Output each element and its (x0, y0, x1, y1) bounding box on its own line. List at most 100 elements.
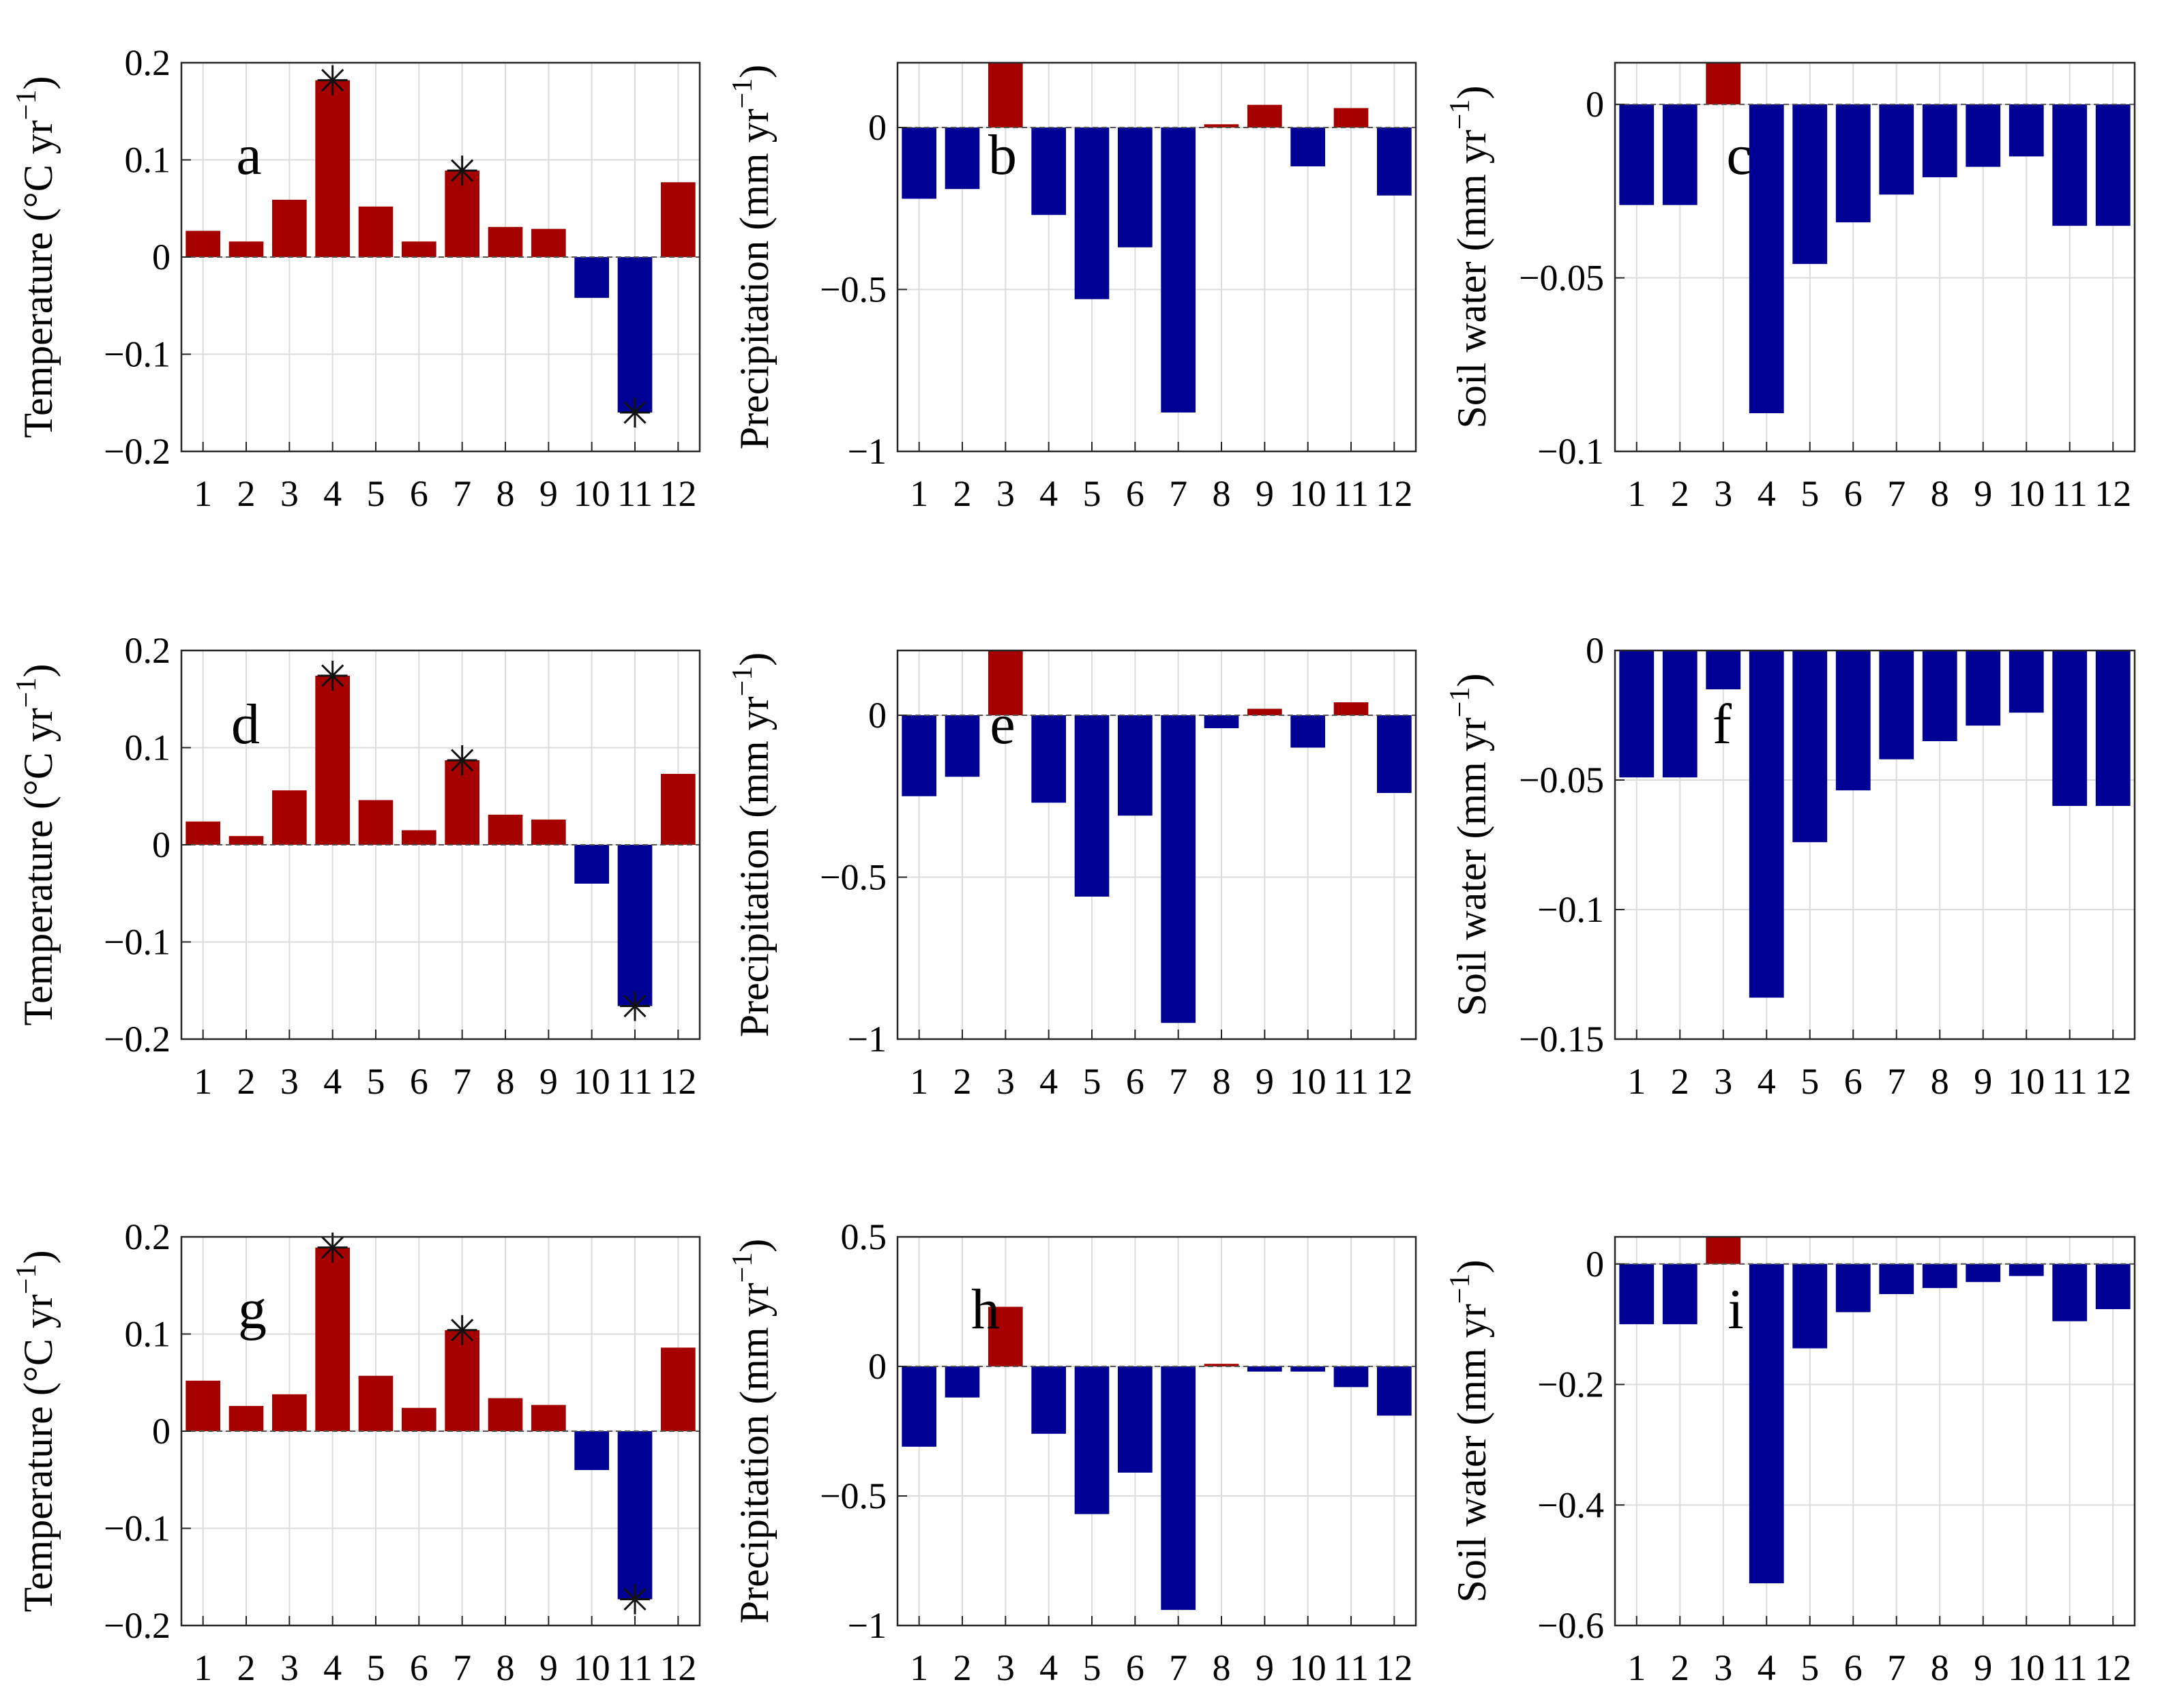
panel-h-ytick-label: −0.5 (820, 1475, 887, 1516)
panel-c-ytick-label: −0.05 (1519, 258, 1604, 299)
panel-b-xtick-label: 8 (1213, 473, 1231, 514)
panel-b-xtick-label: 12 (1376, 473, 1412, 514)
panel-f-ytick-label: 0 (1586, 630, 1604, 671)
panel-f-ylabel: Soil water (mm yr−1) (1444, 674, 1494, 1017)
panel-a-ytick-label: 0.2 (125, 42, 171, 83)
panel-a-xtick-label: 5 (367, 473, 385, 514)
panel-i-xtick-label: 6 (1844, 1647, 1863, 1688)
panel-c-ytick-label: 0 (1586, 84, 1604, 125)
panel-e-bar-month-9 (1247, 708, 1282, 715)
panel-b-bar-month-11 (1333, 108, 1369, 128)
panel-h-xtick-label: 2 (953, 1647, 972, 1688)
panel-c-letter: c (1726, 123, 1751, 187)
panel-i-bar-month-4 (1749, 1263, 1784, 1584)
panel-i-xtick-label: 1 (1627, 1647, 1646, 1688)
panel-g-bar-month-7 (445, 1330, 479, 1431)
panel-c-bar-month-7 (1879, 104, 1914, 195)
panel-i-bar-month-2 (1662, 1263, 1698, 1325)
panel-f-bar-month-1 (1619, 650, 1655, 778)
panel-g-ytick-label: 0.2 (125, 1216, 171, 1257)
panel-e-xtick-label: 1 (910, 1061, 928, 1102)
panel-b-bar-month-4 (1031, 128, 1066, 215)
panel-i-plot-area (1615, 1237, 2135, 1625)
panel-d-xtick-label: 7 (453, 1061, 471, 1102)
panel-h-bar-month-12 (1377, 1366, 1412, 1416)
panel-a-xtick-label: 7 (453, 473, 471, 514)
panel-h-bar-month-5 (1074, 1366, 1110, 1514)
panel-f-ytick-label: −0.05 (1519, 760, 1604, 800)
panel-b-bar-month-9 (1247, 104, 1282, 128)
panel-a-bar-month-2 (228, 241, 264, 257)
panel-f-xtick-label: 1 (1627, 1061, 1646, 1102)
panel-d-significance-marker-11 (620, 991, 650, 1021)
panel-c-plot-area (1615, 63, 2135, 451)
panel-g-bar-month-2 (228, 1405, 264, 1431)
panel-f-xtick-label: 3 (1714, 1061, 1732, 1102)
panel-i-bar-month-3 (1706, 1237, 1741, 1264)
panel-c-xtick-label: 11 (2052, 473, 2088, 514)
panel-f-bar-month-4 (1749, 650, 1784, 998)
panel-f-bar-month-8 (1922, 650, 1957, 741)
panel-d-ytick-label: 0.1 (125, 728, 171, 768)
panel-b-bar-month-5 (1074, 128, 1110, 299)
panel-e-ytick-label: 0 (868, 695, 887, 736)
panel-f-xtick-label: 10 (2008, 1061, 2045, 1102)
panel-h-bar-month-9 (1247, 1366, 1282, 1372)
panel-c-xtick-label: 7 (1887, 473, 1906, 514)
panel-a-significance-marker-4 (317, 65, 348, 95)
panel-a-bar-month-6 (402, 241, 436, 257)
panel-d-bar-month-10 (574, 845, 609, 884)
panel-i-xtick-label: 9 (1974, 1647, 1992, 1688)
panel-b-xtick-label: 2 (953, 473, 972, 514)
panel-f-plot-area (1615, 650, 2135, 1039)
panel-g-xtick-label: 1 (194, 1647, 212, 1688)
panel-d-xtick-label: 5 (367, 1061, 385, 1102)
panel-d-xtick-label: 4 (323, 1061, 342, 1102)
panel-g-xtick-label: 5 (367, 1647, 385, 1688)
panel-c-bar-month-5 (1792, 104, 1828, 265)
panel-g-significance-marker-4 (317, 1232, 348, 1263)
panel-f-bar-month-12 (2095, 650, 2131, 806)
panel-e-xtick-label: 4 (1039, 1061, 1058, 1102)
panel-e-xtick-label: 11 (1333, 1061, 1369, 1102)
panel-e-ytick-label: −0.5 (820, 857, 887, 898)
panel-a-bar-month-5 (358, 206, 394, 257)
panel-a-bar-month-12 (661, 182, 696, 257)
panel-f-bar-month-9 (1966, 650, 2001, 726)
panel-d-bar-month-4 (315, 676, 350, 845)
panel-b-xtick-label: 6 (1126, 473, 1144, 514)
panel-a-chart: −0.2−0.100.10.21 2 3 4 5 6 7 8 9 10 11 12Temperatur… (11, 42, 701, 514)
panel-e-bar-month-2 (945, 715, 980, 777)
panel-e-xtick-label: 5 (1083, 1061, 1101, 1102)
panel-h-bar-month-6 (1118, 1366, 1153, 1473)
panel-i-bar-month-5 (1792, 1263, 1828, 1349)
panel-g-xtick-label: 6 (410, 1647, 428, 1688)
panel-g-ytick-label: −0.2 (104, 1605, 171, 1646)
panel-b-bar-month-12 (1377, 128, 1412, 196)
panel-g-bar-month-3 (272, 1394, 307, 1431)
panel-b-xtick-label: 1 (910, 473, 928, 514)
panel-g-xtick-label: 11 (617, 1647, 653, 1688)
panel-g-chart: −0.2−0.100.10.21 2 3 4 5 6 7 8 9 10 11 12Temperatur… (11, 1216, 701, 1688)
panel-d-xtick-label: 8 (496, 1061, 515, 1102)
panel-i-bar-month-10 (2009, 1263, 2044, 1276)
panel-c-bar-month-11 (2052, 104, 2088, 226)
panel-f-axes-frame (1614, 649, 2136, 1040)
panel-d-xtick-label: 1 (194, 1061, 212, 1102)
panel-f-xtick-label: 7 (1887, 1061, 1906, 1102)
panel-f-xtick-label: 9 (1974, 1061, 1992, 1102)
panel-e-bar-month-5 (1074, 715, 1110, 897)
panel-c-xtick-label: 1 (1627, 473, 1646, 514)
panel-h-xtick-label: 1 (910, 1647, 928, 1688)
panel-g-ytick-label: −0.1 (104, 1508, 171, 1549)
panel-a-xtick-label: 3 (280, 473, 299, 514)
panel-g-bar-month-5 (358, 1375, 394, 1431)
panel-g-significance-marker-7 (447, 1315, 477, 1345)
panel-b-xtick-label: 4 (1039, 473, 1058, 514)
panel-d-bar-month-12 (661, 773, 696, 845)
panel-b-xtick-label: 7 (1169, 473, 1187, 514)
panel-b-xtick-label: 5 (1083, 473, 1101, 514)
panel-h-bar-month-1 (902, 1366, 936, 1447)
